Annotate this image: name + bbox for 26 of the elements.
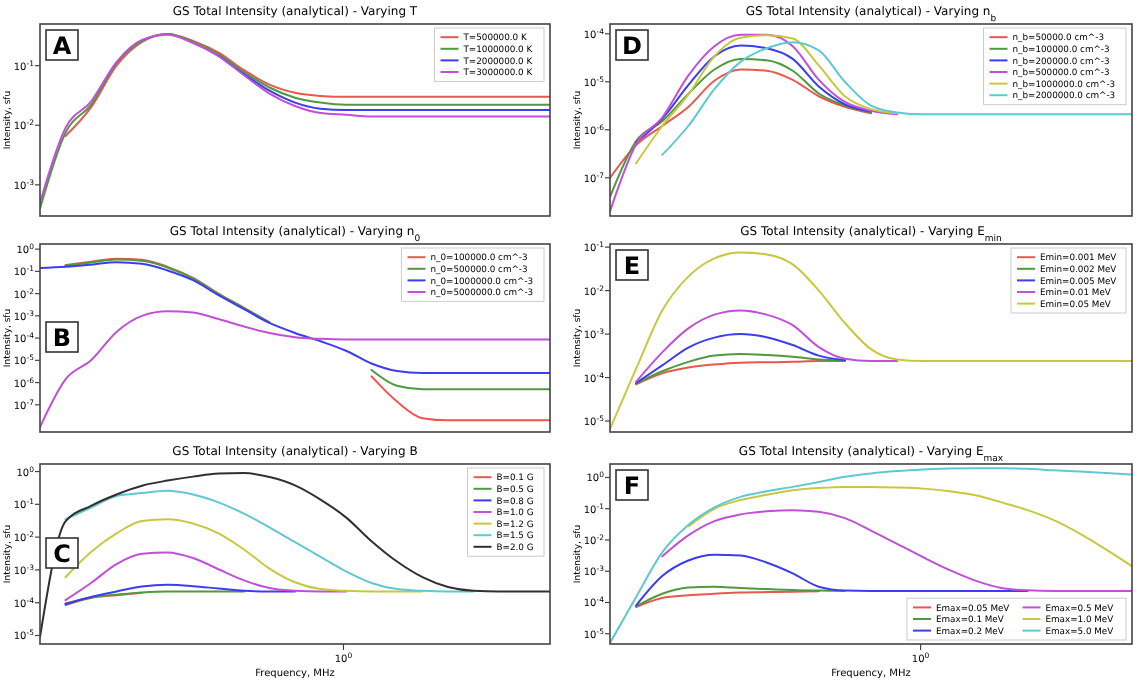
annotation: A bbox=[52, 32, 73, 60]
line-series bbox=[661, 509, 1132, 592]
line-series bbox=[635, 553, 1029, 607]
line-series bbox=[610, 467, 1132, 644]
line-series bbox=[610, 251, 1132, 430]
line-series bbox=[635, 360, 846, 386]
line-series bbox=[40, 261, 550, 374]
annotation: F bbox=[623, 472, 641, 500]
annotation: D bbox=[622, 32, 643, 60]
line-series bbox=[40, 472, 550, 638]
line-series bbox=[687, 485, 1132, 568]
line-series bbox=[64, 591, 143, 607]
line-series bbox=[635, 309, 899, 383]
line-series bbox=[635, 585, 846, 608]
line-series bbox=[610, 57, 872, 198]
line-series bbox=[635, 333, 846, 384]
line-series bbox=[661, 41, 1132, 156]
annotation: C bbox=[53, 540, 72, 568]
line-series bbox=[64, 583, 296, 606]
line-series bbox=[635, 352, 846, 385]
line-series bbox=[217, 54, 550, 112]
annotation: E bbox=[623, 252, 641, 280]
line-series bbox=[40, 310, 550, 429]
line-series bbox=[610, 33, 899, 213]
annotation: B bbox=[52, 324, 72, 352]
line-series bbox=[610, 68, 872, 179]
